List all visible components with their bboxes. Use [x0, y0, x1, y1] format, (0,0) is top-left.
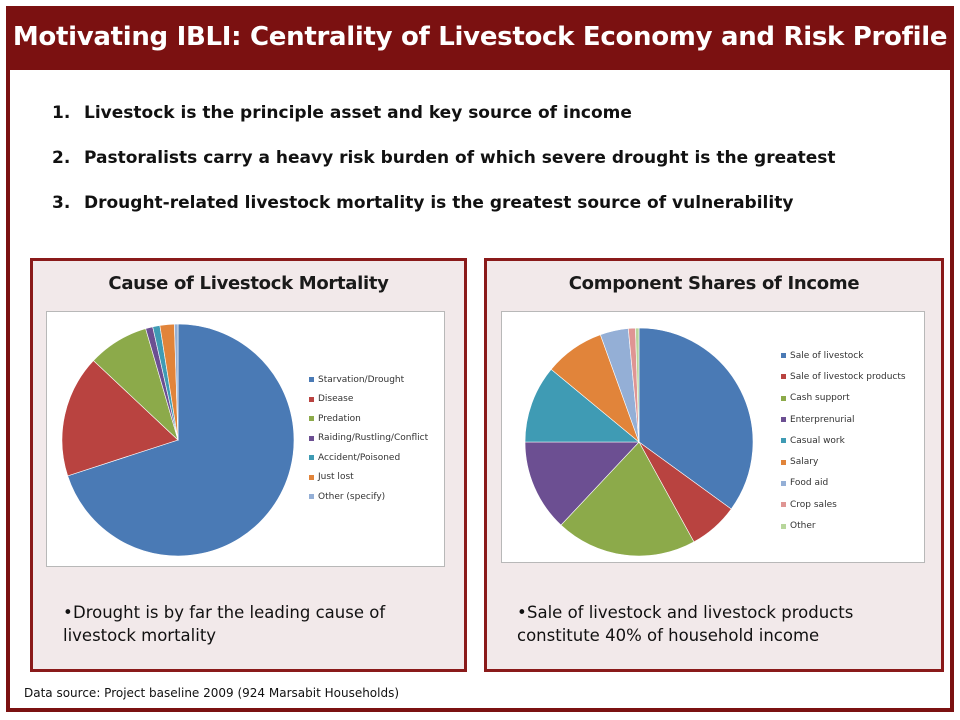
legend-label: Raiding/Rustling/Conflict	[318, 433, 429, 444]
mortality-slice-other-specify	[174, 323, 179, 441]
mortality-legend-item: Predation	[309, 409, 428, 429]
key-point: 2. Pastoralists carry a heavy risk burden…	[52, 148, 835, 193]
legend-label: Predation	[318, 413, 361, 424]
legend-label: Salary	[790, 457, 819, 468]
legend-swatch	[309, 396, 314, 402]
legend-swatch	[309, 416, 314, 422]
legend-swatch	[781, 417, 786, 423]
income-note-line-2: constitute 40% of household income	[517, 626, 820, 645]
income-legend-item: Casual work	[781, 430, 906, 451]
income-legend-item: Cash support	[781, 388, 906, 409]
income-slice-casual-work	[524, 368, 640, 443]
legend-swatch	[781, 523, 786, 529]
income-legend-item: Sale of livestock products	[781, 366, 906, 387]
data-source-note: Data source: Project baseline 2009 (924 …	[24, 686, 400, 700]
income-slice-enterprenurial	[524, 441, 640, 526]
key-point-number: 2.	[52, 148, 71, 168]
legend-swatch	[781, 438, 786, 444]
legend-label: Food aid	[790, 478, 829, 489]
mortality-note: •Drought is by far the leading cause of …	[63, 601, 385, 647]
bullet-icon: •	[63, 603, 73, 622]
legend-swatch	[781, 480, 786, 486]
slide: Motivating IBLI: Centrality of Livestock…	[6, 6, 954, 712]
legend-swatch	[309, 455, 314, 461]
mortality-legend-item: Accident/Poisoned	[309, 448, 428, 468]
legend-label: Just lost	[318, 472, 354, 483]
title-bar: Motivating IBLI: Centrality of Livestock…	[6, 6, 954, 68]
mortality-legend-item: Other (specify)	[309, 487, 428, 507]
legend-label: Sale of livestock	[790, 350, 864, 361]
legend-label: Enterprenurial	[790, 414, 855, 425]
legend-label: Cash support	[790, 393, 850, 404]
income-legend-item: Crop sales	[781, 494, 906, 515]
legend-label: Starvation/Drought	[318, 374, 405, 385]
key-point-text: Livestock is the principle asset and key…	[84, 103, 632, 123]
mortality-note-line-1: •Drought is by far the leading cause of	[63, 601, 385, 624]
legend-swatch	[309, 494, 314, 500]
legend-swatch	[309, 377, 314, 383]
mortality-slice-starvation-drought	[67, 323, 295, 557]
legend-swatch	[781, 502, 786, 508]
slide-title: Motivating IBLI: Centrality of Livestock…	[12, 22, 948, 52]
income-legend-item: Sale of livestock	[781, 345, 906, 366]
mortality-chart-title: Cause of Livestock Mortality	[108, 273, 389, 294]
income-legend-item: Other	[781, 515, 906, 536]
key-points-list: 1. Livestock is the principle asset and k…	[52, 103, 835, 238]
income-panel: Component Shares of Income Sale of lives…	[484, 258, 944, 672]
legend-swatch	[781, 395, 786, 401]
income-legend-item: Enterprenurial	[781, 409, 906, 430]
income-slice-other	[635, 327, 640, 443]
legend-label: Other	[790, 521, 816, 532]
income-note: •Sale of livestock and livestock product…	[517, 601, 853, 647]
mortality-legend-item: Starvation/Drought	[309, 370, 428, 390]
income-chart-title: Component Shares of Income	[568, 273, 860, 294]
slide-content: 1. Livestock is the principle asset and k…	[10, 70, 950, 708]
income-slice-sale-of-livestock	[638, 327, 754, 510]
key-point-number: 3.	[52, 193, 71, 213]
key-point-text: Pastoralists carry a heavy risk burden o…	[84, 148, 836, 168]
legend-label: Casual work	[790, 435, 845, 446]
legend-swatch	[309, 435, 314, 441]
legend-swatch	[781, 374, 786, 380]
key-point: 1. Livestock is the principle asset and k…	[52, 103, 835, 148]
legend-label: Disease	[318, 394, 354, 405]
mortality-note-line-2: livestock mortality	[63, 626, 217, 645]
mortality-legend: Starvation/Drought Disease Predation Raidin…	[309, 370, 428, 507]
legend-swatch	[309, 474, 314, 480]
income-legend-item: Food aid	[781, 473, 906, 494]
legend-label: Crop sales	[790, 499, 837, 510]
mortality-legend-item: Just lost	[309, 468, 428, 488]
income-note-line-1: •Sale of livestock and livestock product…	[517, 601, 853, 624]
mortality-legend-item: Raiding/Rustling/Conflict	[309, 429, 428, 449]
income-pie-chart	[524, 327, 754, 557]
legend-label: Accident/Poisoned	[318, 452, 401, 463]
mortality-panel: Cause of Livestock Mortality Starvation/…	[30, 258, 467, 672]
income-slice-cash-support	[560, 441, 695, 557]
income-chart-area: Sale of livestock Sale of livestock produ…	[501, 311, 925, 563]
mortality-note-text-1: Drought is by far the leading cause of	[73, 603, 386, 622]
key-point: 3. Drought-related livestock mortality is…	[52, 193, 835, 238]
income-note-text-1: Sale of livestock and livestock products	[527, 603, 854, 622]
legend-swatch	[781, 459, 786, 465]
mortality-chart-area: Starvation/Drought Disease Predation Raidin…	[46, 311, 445, 567]
mortality-legend-item: Disease	[309, 390, 428, 410]
key-point-number: 1.	[52, 103, 71, 123]
key-point-text: Drought-related livestock mortality is t…	[84, 193, 794, 213]
mortality-pie-chart	[61, 323, 295, 557]
legend-label: Sale of livestock products	[790, 371, 906, 382]
income-legend: Sale of livestock Sale of livestock produ…	[781, 345, 906, 537]
bullet-icon: •	[517, 603, 527, 622]
mortality-slice-disease	[61, 360, 179, 477]
legend-label: Other (specify)	[318, 491, 386, 502]
income-legend-item: Salary	[781, 451, 906, 472]
legend-swatch	[781, 353, 786, 359]
